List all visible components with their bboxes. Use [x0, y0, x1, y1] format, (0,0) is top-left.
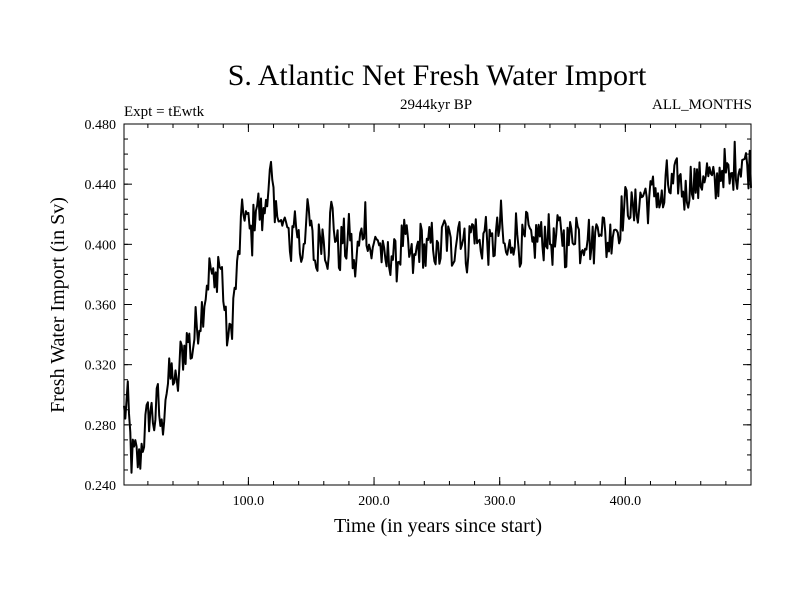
y-tick-label: 0.440: [85, 178, 117, 193]
plot-frame: [123, 123, 752, 486]
y-tick-label: 0.480: [85, 118, 117, 133]
series-line-fresh-water-import: [123, 140, 752, 474]
y-tick-label: 0.360: [85, 299, 117, 314]
y-axis-label: Fresh Water Import (in Sv): [47, 197, 69, 413]
chart-title: S. Atlantic Net Fresh Water Import: [228, 59, 647, 92]
x-axis: 100.0 200.0 300.0 400.0: [147, 124, 727, 509]
subtitle-center: 2944kyr BP: [400, 97, 472, 113]
x-axis-label: Time (in years since start): [334, 515, 542, 537]
x-tick-label: 200.0: [358, 494, 390, 509]
y-tick-label: 0.280: [85, 419, 117, 434]
y-axis: 0.240 0.280 0.320 0.360 0.400 0.440 0.480: [85, 118, 751, 494]
y-tick-label: 0.240: [85, 479, 117, 494]
x-tick-label: 300.0: [484, 494, 516, 509]
x-tick-label: 100.0: [233, 494, 265, 509]
subtitle-right: ALL_MONTHS: [652, 97, 752, 113]
x-tick-label: 400.0: [610, 494, 642, 509]
y-tick-label: 0.400: [85, 238, 117, 253]
subtitle-left: Expt = tEwtk: [124, 104, 205, 120]
y-tick-label: 0.320: [85, 359, 117, 374]
